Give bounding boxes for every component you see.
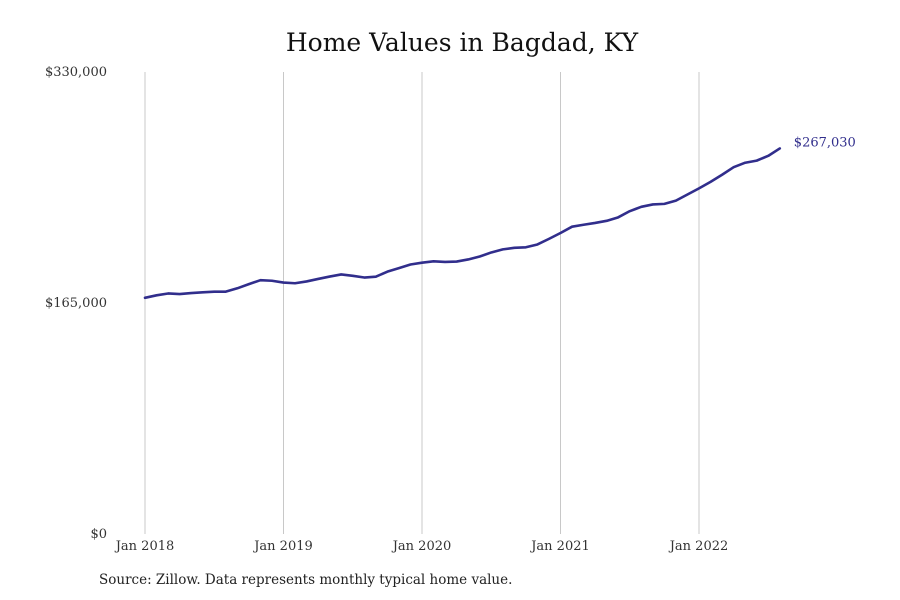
- data-point: [317, 278, 320, 280]
- data-point: [201, 291, 204, 294]
- y-tick-label: $330,000: [45, 65, 107, 80]
- data-point: [455, 260, 458, 263]
- data-point: [548, 237, 550, 240]
- series-points: [144, 147, 781, 299]
- line-chart: Home Values in Bagdad, KY $330,000 $165,0…: [45, 28, 856, 554]
- data-point: [721, 173, 723, 176]
- data-point: [686, 193, 689, 196]
- data-point: [675, 199, 677, 202]
- data-point: [501, 248, 504, 251]
- data-point: [351, 274, 354, 277]
- data-point: [524, 246, 527, 249]
- data-point: [767, 154, 770, 157]
- data-point: [213, 290, 216, 293]
- data-point: [432, 260, 435, 263]
- data-point: [305, 280, 308, 283]
- grid-lines: [144, 72, 700, 534]
- data-point: [651, 203, 654, 206]
- data-point: [409, 263, 412, 266]
- x-tick-label: Jan 2019: [252, 539, 313, 554]
- series-line: [143, 147, 782, 300]
- source-note: Source: Zillow. Data represents monthly …: [99, 572, 513, 588]
- data-point: [340, 273, 343, 276]
- data-point: [744, 161, 747, 164]
- x-tick-label: Jan 2020: [391, 539, 452, 554]
- data-point: [732, 166, 735, 169]
- data-point: [178, 293, 181, 295]
- data-point: [247, 283, 250, 285]
- x-axis-ticks: Jan 2018 Jan 2019 Jan 2020 Jan 2021 Jan 2022: [114, 539, 729, 554]
- data-point: [698, 187, 700, 190]
- data-point: [374, 275, 377, 278]
- data-point: [663, 202, 666, 205]
- data-point: [478, 255, 481, 258]
- data-point: [421, 261, 423, 264]
- data-point: [386, 270, 389, 273]
- data-point: [709, 181, 712, 183]
- y-tick-label: $165,000: [45, 296, 107, 311]
- data-point: [144, 296, 146, 299]
- data-point: [640, 205, 643, 208]
- data-point: [605, 219, 608, 222]
- data-point: [167, 292, 169, 295]
- data-point: [778, 147, 781, 150]
- data-point: [259, 279, 262, 282]
- data-point: [490, 251, 493, 254]
- data-point: [594, 222, 597, 224]
- data-point: [582, 223, 585, 226]
- data-point: [363, 276, 366, 279]
- data-point: [224, 290, 227, 293]
- x-tick-label: Jan 2018: [114, 539, 175, 554]
- data-point: [328, 275, 331, 278]
- data-point: [571, 225, 573, 228]
- x-tick-label: Jan 2022: [668, 539, 729, 554]
- chart-title: Home Values in Bagdad, KY: [286, 28, 639, 57]
- x-tick-label: Jan 2021: [529, 539, 590, 554]
- data-point: [294, 282, 296, 285]
- data-point: [282, 281, 285, 284]
- data-point: [755, 159, 758, 162]
- end-value-label: $267,030: [794, 135, 856, 150]
- y-tick-label: $0: [90, 527, 107, 542]
- data-point: [617, 216, 620, 219]
- data-point: [190, 292, 193, 294]
- data-point: [236, 287, 239, 290]
- data-point: [155, 294, 158, 297]
- data-point: [559, 232, 562, 234]
- y-axis-ticks: $330,000 $165,000 $0: [45, 65, 107, 542]
- data-point: [444, 261, 446, 263]
- data-point: [536, 243, 539, 246]
- data-point: [467, 258, 470, 261]
- data-point: [513, 246, 516, 249]
- data-point: [628, 210, 631, 213]
- data-point: [398, 267, 400, 270]
- data-point: [271, 279, 273, 282]
